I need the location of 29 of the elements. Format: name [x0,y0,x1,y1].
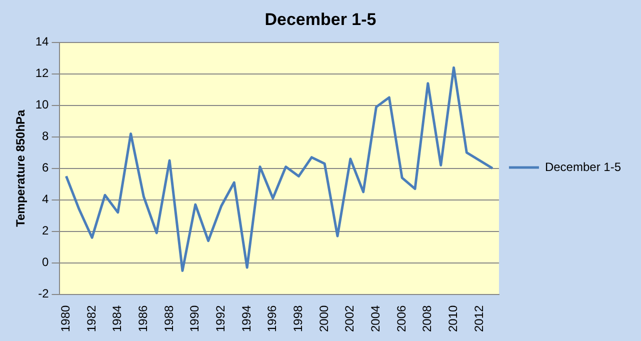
x-tick-label: 1980 [58,304,73,332]
y-tick-label: 12 [35,66,50,80]
y-tick-label: 2 [42,224,50,238]
x-tick-label: 2006 [394,304,408,332]
y-tick-label: 6 [42,160,50,175]
x-tick-label: 1986 [136,304,150,332]
y-tick-label: -2 [38,286,50,301]
x-tick-label: 2002 [342,304,357,332]
y-tick-label: 4 [42,192,50,206]
y-tick-label: 0 [42,255,50,270]
x-tick-label: 2000 [316,304,331,332]
legend-label: December 1-5 [544,160,622,174]
x-tick-label: 1992 [214,304,228,332]
x-tick-label: 1990 [188,304,202,332]
x-tick-label: 2010 [446,304,460,332]
chart-title: December 1-5 [264,10,376,29]
x-tick-label: 2008 [420,304,434,332]
y-tick-label: 10 [35,98,50,112]
y-tick-label: 8 [42,129,50,144]
x-tick-label: 1982 [84,304,98,332]
x-tick-label: 1998 [291,304,306,332]
x-tick-label: 1984 [110,304,124,332]
x-tick-label: 2004 [368,304,383,332]
y-tick-label: 14 [35,34,50,49]
x-tick-label: 2012 [472,304,486,332]
x-tick-label: 1996 [265,304,280,332]
y-axis-title: Temperature 850hPa [14,109,28,227]
x-tick-label: 1988 [162,304,176,332]
x-tick-label: 1994 [239,304,254,332]
